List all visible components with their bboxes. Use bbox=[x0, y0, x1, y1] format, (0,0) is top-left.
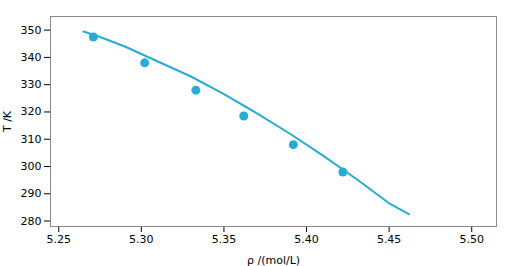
svg-text:330: 330 bbox=[21, 78, 42, 91]
svg-text:5.45: 5.45 bbox=[377, 233, 402, 246]
svg-text:350: 350 bbox=[21, 24, 42, 37]
svg-text:5.50: 5.50 bbox=[459, 233, 484, 246]
svg-text:300: 300 bbox=[21, 160, 42, 173]
svg-text:5.30: 5.30 bbox=[129, 233, 154, 246]
svg-text:340: 340 bbox=[21, 51, 42, 64]
svg-text:290: 290 bbox=[21, 187, 42, 200]
svg-text:5.35: 5.35 bbox=[212, 233, 237, 246]
svg-text:ρ /(mol/L): ρ /(mol/L) bbox=[247, 254, 300, 266]
svg-text:320: 320 bbox=[21, 105, 42, 118]
svg-text:310: 310 bbox=[21, 133, 42, 146]
svg-text:280: 280 bbox=[21, 215, 42, 228]
svg-text:5.25: 5.25 bbox=[47, 233, 72, 246]
svg-text:5.40: 5.40 bbox=[294, 233, 319, 246]
svg-text:T /K: T /K bbox=[1, 110, 14, 133]
